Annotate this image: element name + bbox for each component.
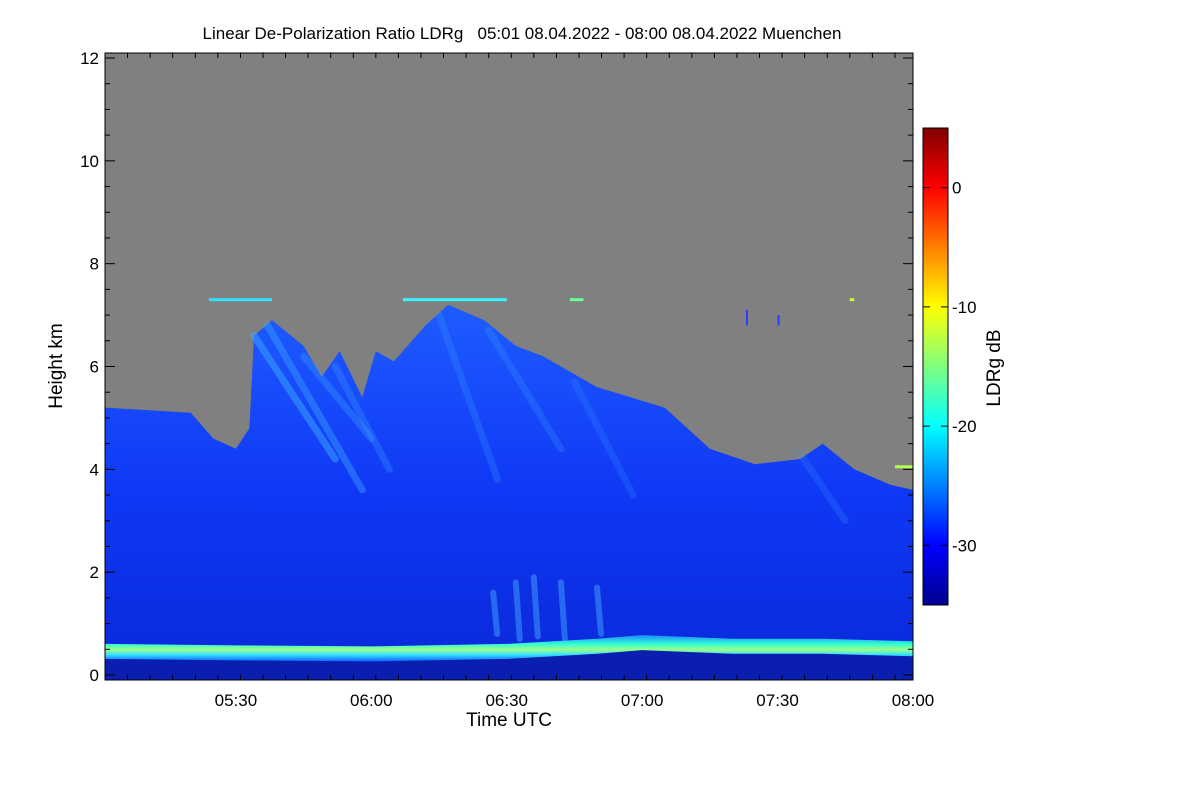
fall-streak bbox=[264, 321, 366, 494]
boundary-layer-band bbox=[105, 635, 913, 662]
fall-streak bbox=[485, 327, 565, 453]
plot-area bbox=[105, 53, 913, 680]
fall-streak bbox=[570, 378, 637, 499]
x-tick-label: 08:00 bbox=[892, 691, 935, 710]
colorbar-tick-label: -10 bbox=[952, 298, 977, 317]
x-axis: 05:30 06:00 06:30 07:00 07:30 08:00 bbox=[104, 53, 935, 710]
colorbar-tick-label: 0 bbox=[952, 179, 961, 198]
colorbar-label: LDRg dB bbox=[984, 329, 1005, 406]
y-tick-label: 10 bbox=[80, 152, 99, 171]
thin-layer-segment bbox=[849, 298, 855, 302]
colorbar-tick-label: -20 bbox=[952, 417, 977, 436]
fall-streak bbox=[796, 450, 849, 525]
small-cloud-patch bbox=[745, 309, 748, 326]
x-tick-label: 07:30 bbox=[756, 691, 799, 710]
near-surface-layer bbox=[105, 648, 913, 680]
thin-cloud-layer bbox=[208, 298, 913, 469]
small-cloud-patch bbox=[777, 315, 780, 326]
fall-streaks bbox=[250, 311, 849, 643]
y-axis: 0 2 4 6 8 10 12 bbox=[80, 49, 913, 685]
chart-title: Linear De-Polarization Ratio LDRg 05:01 … bbox=[203, 24, 842, 43]
low-plume bbox=[512, 579, 523, 643]
colorbar-tick-label: -30 bbox=[952, 536, 977, 555]
colorbar bbox=[922, 127, 949, 606]
y-tick-label: 8 bbox=[90, 255, 99, 274]
thin-layer-segment bbox=[208, 298, 273, 302]
low-plume bbox=[490, 589, 501, 637]
fall-streak bbox=[331, 363, 393, 473]
y-tick-label: 6 bbox=[90, 358, 99, 377]
fall-streak bbox=[435, 311, 502, 484]
thin-layer-segment bbox=[894, 465, 913, 469]
y-axis-label: Height km bbox=[46, 323, 67, 409]
colorbar-ticks: 0 -10 -20 -30 bbox=[923, 179, 977, 555]
y-tick-label: 4 bbox=[90, 460, 99, 479]
thin-layer-segment bbox=[569, 298, 584, 302]
x-tick-label: 07:00 bbox=[621, 691, 664, 710]
low-plume bbox=[557, 579, 568, 643]
x-tick-label: 06:30 bbox=[485, 691, 528, 710]
y-tick-label: 2 bbox=[90, 563, 99, 582]
y-tick-label: 12 bbox=[80, 49, 99, 68]
fall-streak bbox=[300, 352, 375, 442]
thin-layer-segment bbox=[402, 298, 507, 302]
low-plume bbox=[594, 584, 605, 637]
fall-streak bbox=[250, 332, 339, 463]
low-plume bbox=[530, 574, 541, 640]
x-tick-label: 06:00 bbox=[350, 691, 393, 710]
y-tick-label: 0 bbox=[90, 666, 99, 685]
cloud-region bbox=[105, 304, 913, 680]
x-tick-label: 05:30 bbox=[215, 691, 258, 710]
x-axis-label: Time UTC bbox=[466, 710, 552, 731]
